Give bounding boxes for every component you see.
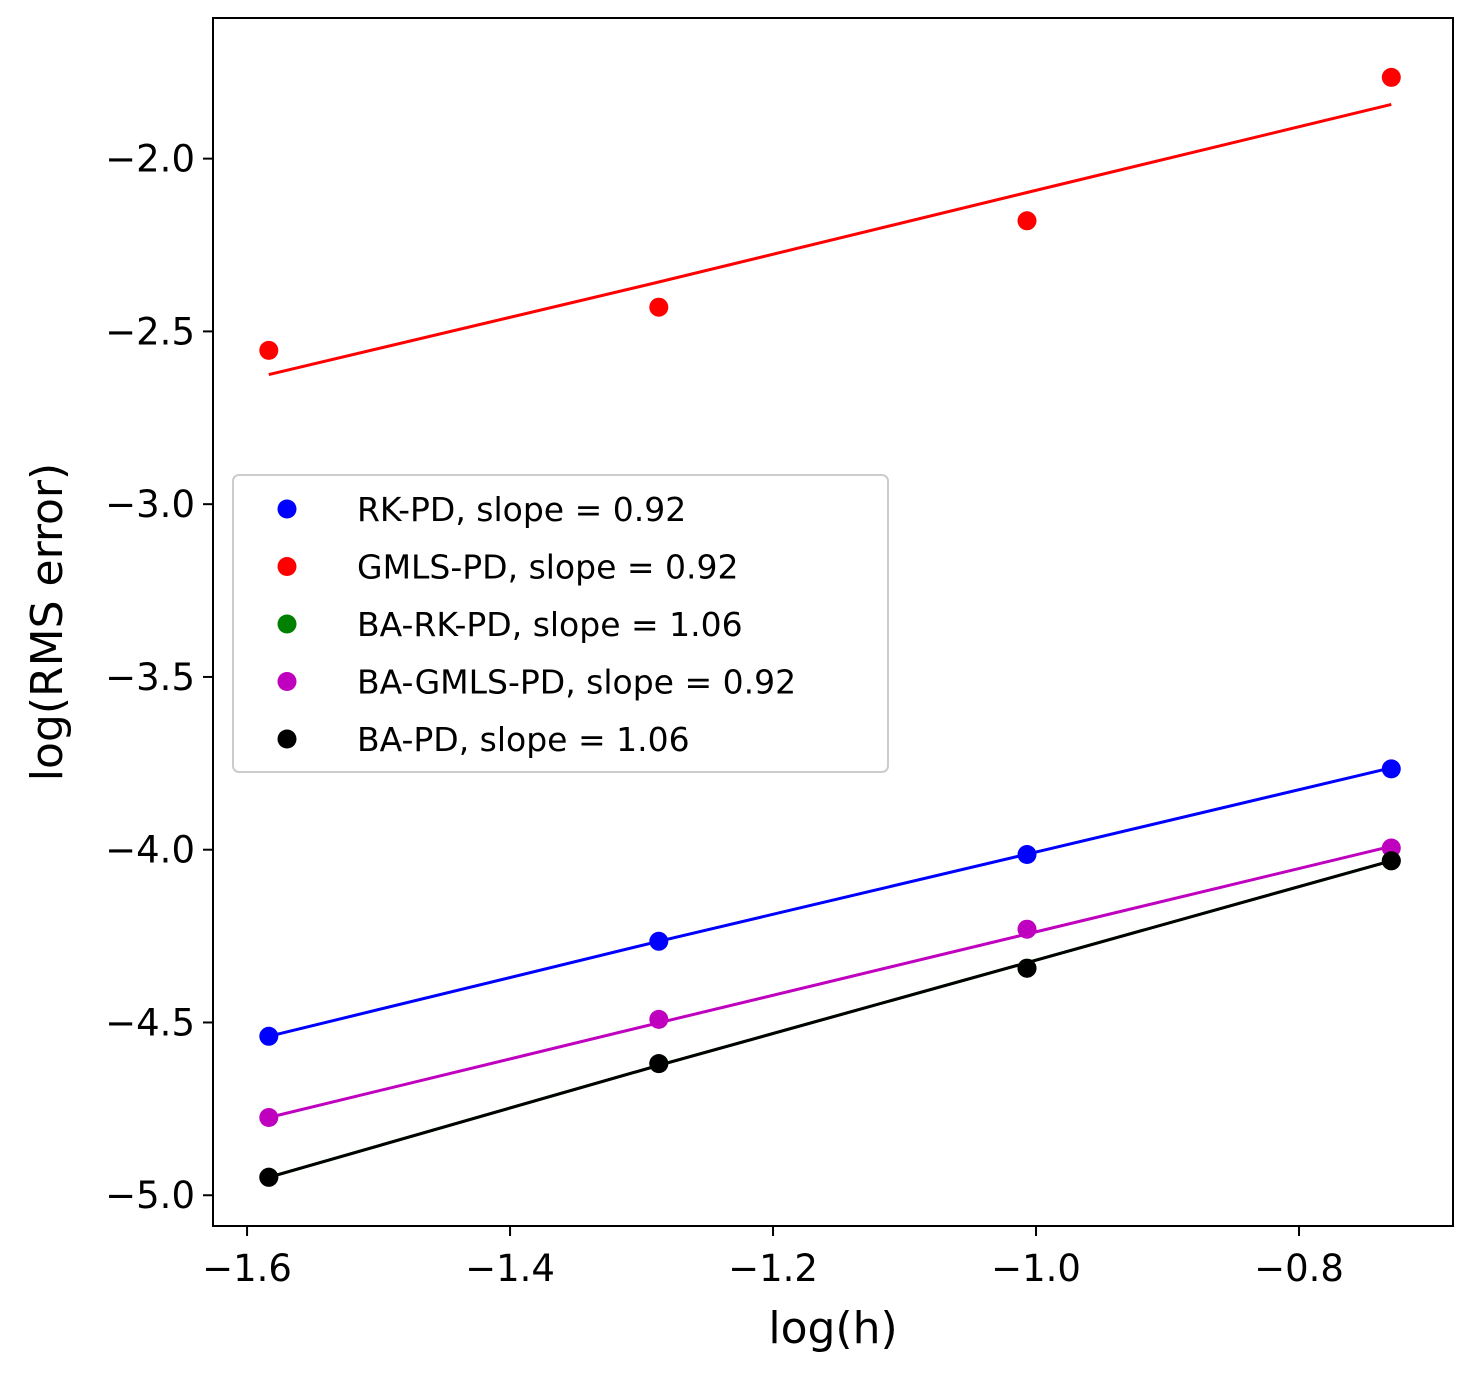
point-ba-gmls-pd-1 xyxy=(649,1009,669,1029)
y-axis-label: log(RMS error) xyxy=(22,463,73,781)
y-tick-label: −3.0 xyxy=(105,483,195,526)
y-tick-label: −3.5 xyxy=(105,656,195,699)
legend: RK-PD, slope = 0.92 GMLS-PD, slope = 0.92… xyxy=(232,474,889,773)
point-rk-pd-1 xyxy=(649,931,669,951)
point-gmls-pd-3 xyxy=(1381,67,1401,87)
point-ba-pd-0 xyxy=(259,1167,279,1187)
legend-marker-ba-gmls-pd xyxy=(277,672,297,691)
y-tick-label: −2.0 xyxy=(105,138,195,181)
legend-marker-ba-rk-pd xyxy=(277,614,297,634)
data-points xyxy=(259,67,1401,1187)
legend-label-rk-pd: RK-PD, slope = 0.92 xyxy=(357,490,686,529)
point-ba-pd-2 xyxy=(1017,958,1037,978)
fit-line-ba-pd xyxy=(268,859,1392,1179)
point-rk-pd-0 xyxy=(259,1026,279,1046)
x-tick-label: −1.4 xyxy=(465,1247,555,1290)
y-tick-label: −4.5 xyxy=(105,1001,195,1044)
point-ba-gmls-pd-2 xyxy=(1017,919,1037,939)
point-ba-pd-3 xyxy=(1381,851,1401,871)
plot-frame xyxy=(212,17,1454,1227)
point-ba-gmls-pd-0 xyxy=(259,1108,279,1127)
fit-line-rk-pd xyxy=(268,766,1392,1038)
fit-lines xyxy=(268,102,1392,1179)
legend-box xyxy=(232,474,889,773)
point-ba-pd-1 xyxy=(649,1054,669,1074)
point-gmls-pd-1 xyxy=(649,297,669,317)
point-rk-pd-3 xyxy=(1381,759,1401,779)
legend-label-gmls-pd: GMLS-PD, slope = 0.92 xyxy=(357,548,738,587)
legend-label-ba-gmls-pd: BA-GMLS-PD, slope = 0.92 xyxy=(357,663,796,702)
x-tick-label: −1.0 xyxy=(991,1247,1081,1290)
legend-marker-ba-pd xyxy=(277,729,297,749)
legend-label-ba-pd: BA-PD, slope = 1.06 xyxy=(357,720,690,759)
y-tick-label: −4.0 xyxy=(105,829,195,872)
x-tick-label: −0.8 xyxy=(1254,1247,1344,1290)
point-rk-pd-2 xyxy=(1017,845,1037,864)
x-axis-label: log(h) xyxy=(768,1303,897,1354)
x-tick-label: −1.6 xyxy=(202,1247,292,1290)
y-tick-label: −5.0 xyxy=(105,1174,195,1217)
x-axis-ticks: −1.6 −1.4 −1.2 −1.0 −0.8 xyxy=(202,1226,1344,1290)
legend-marker-rk-pd xyxy=(277,499,297,519)
point-gmls-pd-2 xyxy=(1017,211,1037,231)
y-axis-ticks: −2.0 −2.5 −3.0 −3.5 −4.0 −4.5 −5.0 xyxy=(105,138,213,1217)
fit-line-ba-gmls-pd xyxy=(268,844,1392,1119)
point-gmls-pd-0 xyxy=(259,340,279,360)
legend-marker-gmls-pd xyxy=(277,557,297,576)
y-tick-label: −2.5 xyxy=(105,310,195,353)
legend-label-ba-rk-pd: BA-RK-PD, slope = 1.06 xyxy=(357,605,743,644)
fit-line-gmls-pd xyxy=(268,102,1392,377)
x-tick-label: −1.2 xyxy=(728,1247,818,1290)
